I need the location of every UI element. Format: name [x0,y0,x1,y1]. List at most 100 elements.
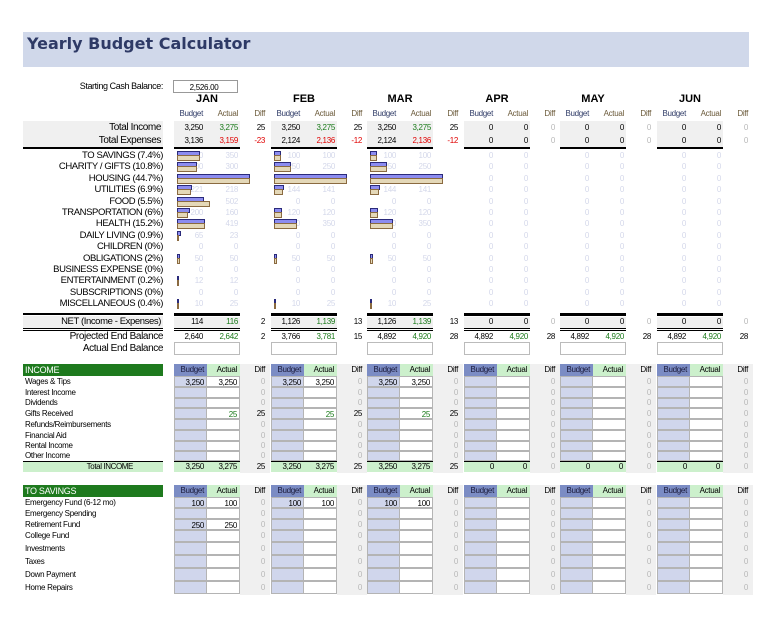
savings-actual-input[interactable] [689,542,723,555]
income-budget-input[interactable] [464,408,497,419]
income-budget-input[interactable] [464,430,497,441]
savings-actual-input[interactable] [399,519,433,530]
income-budget-input[interactable] [464,441,497,451]
savings-budget-input[interactable] [464,508,497,519]
savings-actual-input[interactable] [689,568,723,581]
savings-budget-input[interactable] [367,581,400,594]
savings-budget-input[interactable] [271,542,304,555]
savings-actual-input[interactable]: 100 [206,497,240,508]
income-actual-input[interactable] [592,430,626,441]
income-budget-input[interactable] [560,419,593,430]
income-actual-input[interactable] [399,430,433,441]
income-actual-input[interactable] [689,376,723,387]
income-budget-input[interactable]: 3,250 [271,376,304,387]
income-actual-input[interactable] [689,430,723,441]
savings-budget-input[interactable] [174,555,207,568]
savings-budget-input[interactable] [560,542,593,555]
savings-budget-input[interactable] [657,542,690,555]
income-budget-input[interactable]: 3,250 [367,376,400,387]
savings-actual-input[interactable] [689,519,723,530]
savings-actual-input[interactable] [206,508,240,519]
savings-budget-input[interactable] [174,581,207,594]
income-actual-input[interactable] [206,398,240,408]
savings-actual-input[interactable] [592,497,626,508]
income-budget-input[interactable] [271,451,304,461]
income-budget-input[interactable] [174,441,207,451]
actual-end-balance-input[interactable] [464,342,530,355]
income-actual-input[interactable]: 25 [206,408,240,419]
savings-budget-input[interactable] [657,581,690,594]
income-budget-input[interactable] [367,398,400,408]
savings-budget-input[interactable] [560,508,593,519]
income-actual-input[interactable] [206,387,240,398]
actual-end-balance-input[interactable] [367,342,433,355]
income-actual-input[interactable] [496,398,530,408]
savings-budget-input[interactable] [367,508,400,519]
savings-actual-input[interactable] [496,542,530,555]
savings-actual-input[interactable] [496,508,530,519]
savings-actual-input[interactable] [303,519,337,530]
savings-budget-input[interactable] [560,555,593,568]
savings-budget-input[interactable] [464,497,497,508]
actual-end-balance-input[interactable] [657,342,723,355]
savings-actual-input[interactable] [399,581,433,594]
income-budget-input[interactable] [464,376,497,387]
savings-budget-input[interactable] [271,519,304,530]
income-budget-input[interactable] [657,376,690,387]
income-actual-input[interactable] [496,451,530,461]
income-budget-input[interactable] [464,419,497,430]
savings-actual-input[interactable] [592,542,626,555]
income-actual-input[interactable] [399,419,433,430]
income-budget-input[interactable] [464,398,497,408]
income-budget-input[interactable] [174,419,207,430]
savings-actual-input[interactable] [496,581,530,594]
savings-budget-input[interactable] [560,519,593,530]
income-actual-input[interactable] [592,419,626,430]
savings-budget-input[interactable] [271,530,304,542]
income-budget-input[interactable] [174,387,207,398]
income-actual-input[interactable] [592,451,626,461]
income-budget-input[interactable] [657,419,690,430]
savings-budget-input[interactable] [464,519,497,530]
income-actual-input[interactable] [206,419,240,430]
savings-actual-input[interactable] [399,508,433,519]
savings-budget-input[interactable]: 250 [174,519,207,530]
savings-budget-input[interactable] [464,542,497,555]
income-actual-input[interactable] [496,408,530,419]
income-budget-input[interactable] [271,408,304,419]
savings-budget-input[interactable] [367,555,400,568]
savings-budget-input[interactable] [174,508,207,519]
savings-budget-input[interactable] [367,530,400,542]
income-actual-input[interactable] [592,408,626,419]
savings-budget-input[interactable] [174,568,207,581]
income-budget-input[interactable] [560,398,593,408]
savings-budget-input[interactable] [464,555,497,568]
income-budget-input[interactable] [657,451,690,461]
savings-actual-input[interactable] [592,530,626,542]
savings-budget-input[interactable] [560,568,593,581]
income-actual-input[interactable] [303,398,337,408]
actual-end-balance-input[interactable] [560,342,626,355]
savings-budget-input[interactable] [657,555,690,568]
savings-actual-input[interactable] [689,497,723,508]
income-budget-input[interactable] [174,451,207,461]
income-actual-input[interactable] [303,387,337,398]
income-budget-input[interactable] [271,441,304,451]
savings-actual-input[interactable]: 100 [303,497,337,508]
income-budget-input[interactable] [657,398,690,408]
income-budget-input[interactable] [464,451,497,461]
income-actual-input[interactable] [399,387,433,398]
savings-actual-input[interactable] [303,508,337,519]
savings-actual-input[interactable] [303,542,337,555]
actual-end-balance-input[interactable] [174,342,240,355]
income-budget-input[interactable] [174,430,207,441]
income-actual-input[interactable] [592,387,626,398]
savings-actual-input[interactable] [592,568,626,581]
income-budget-input[interactable] [271,398,304,408]
income-actual-input[interactable] [496,430,530,441]
savings-budget-input[interactable] [657,508,690,519]
income-actual-input[interactable] [206,441,240,451]
savings-budget-input[interactable] [464,581,497,594]
savings-actual-input[interactable] [206,568,240,581]
income-budget-input[interactable] [174,398,207,408]
